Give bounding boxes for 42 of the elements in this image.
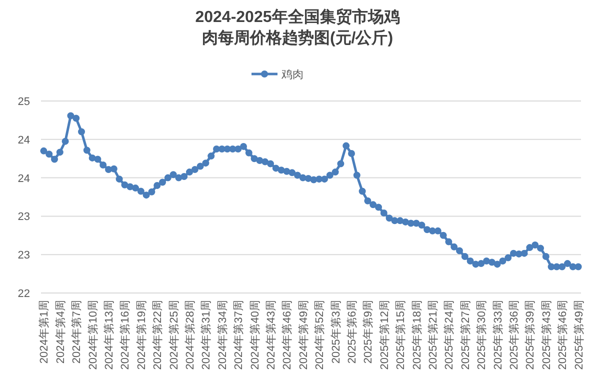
x-tick-label: 2025年第27周 [460, 300, 472, 370]
x-tick-label: 2024年第34周 [216, 300, 229, 370]
x-tick-label: 2024年第4周 [54, 300, 67, 364]
x-tick-label: 2025年第43周 [540, 300, 553, 370]
x-tick-label: 2025年第36周 [508, 300, 520, 370]
chart-title: 2024-2025年全国集贸市场鸡肉每周价格趋势图(元/公斤) [195, 8, 400, 47]
x-tick-label: 2025年第6周 [346, 300, 358, 364]
x-tick-label: 2025年第24周 [444, 300, 456, 370]
x-tick-label: 2024年第43周 [266, 300, 278, 370]
x-tick-label: 2024年第7周 [71, 300, 84, 364]
x-tick-label: 2024年第49周 [298, 300, 310, 370]
x-tick-label: 2025年第39周 [524, 300, 537, 370]
x-tick-label: 2024年第52周 [314, 300, 326, 370]
y-tick-label: 24 [18, 134, 30, 146]
y-tick-label: 22 [18, 288, 30, 300]
x-tick-label: 2024年第46周 [282, 300, 294, 370]
x-tick-label: 2024年第19周 [136, 300, 148, 370]
x-tick-label: 2024年第13周 [104, 300, 116, 370]
x-tick-label: 2024年第16周 [120, 300, 132, 370]
x-tick-label: 2024年第10周 [87, 300, 100, 370]
x-tick-label: 2024年第22周 [152, 300, 164, 370]
y-tick-label: 24 [18, 172, 30, 185]
x-tick-label: 2025年第49周 [573, 300, 586, 370]
x-tick-label: 2025年第21周 [428, 300, 440, 370]
x-tick-label: 2025年第46周 [557, 300, 570, 370]
y-tick-label: 23 [18, 211, 30, 224]
x-tick-label: 2024年第1周 [38, 300, 51, 364]
y-tick-label: 23 [18, 250, 30, 262]
x-tick-label: 2024年第40周 [249, 300, 262, 370]
x-tick-label: 2025年第3周 [330, 300, 342, 364]
x-tick-label: 2024年第37周 [233, 300, 246, 370]
x-tick-label: 2025年第18周 [411, 300, 424, 370]
x-tick-label: 2025年第33周 [492, 300, 504, 370]
x-tick-label: 2024年第31周 [200, 300, 213, 370]
x-tick-label: 2024年第28周 [184, 300, 196, 370]
y-tick-label: 25 [18, 96, 30, 108]
x-tick-label: 2025年第30周 [476, 300, 488, 370]
x-tick-label: 2025年第15周 [395, 300, 408, 370]
x-tick-label: 2025年第9周 [362, 300, 375, 364]
legend-label: 鸡肉 [280, 69, 304, 81]
x-tick-label: 2024年第25周 [168, 300, 180, 370]
x-tick-label: 2025年第12周 [378, 300, 391, 370]
